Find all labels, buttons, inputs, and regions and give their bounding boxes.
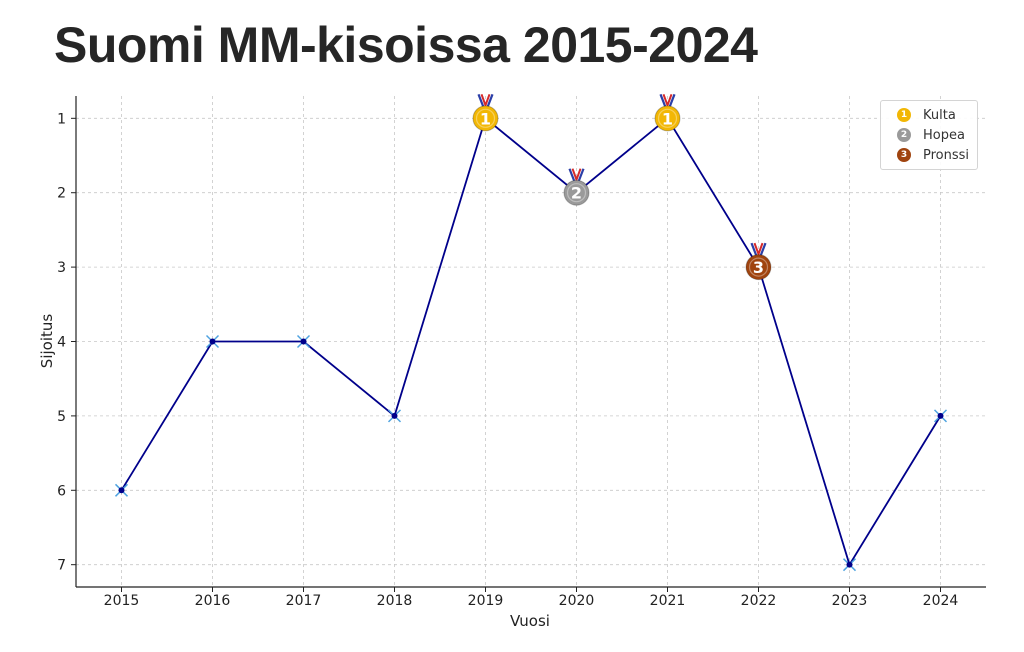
medal-number: 1 [480,109,491,128]
legend-label-gold: Kulta [923,107,956,123]
y-tick-label: 1 [57,111,66,127]
medal-ribbon-red [480,93,491,109]
x-tick-label: 2021 [650,593,686,609]
y-tick-label: 4 [57,335,66,351]
legend: 1 Kulta 2 Hopea 3 Pronssi [880,100,978,170]
legend-item-gold: 1 Kulta [897,105,956,125]
point-dot [300,338,307,345]
medal-rim [748,257,769,277]
medal-marker: 1 [654,93,681,132]
chart-title: Suomi MM-kisoissa 2015-2024 [54,17,758,73]
legend-label-silver: Hopea [923,127,965,143]
x-tick-label: 2019 [468,593,504,609]
legend-item-silver: 2 Hopea [897,125,965,145]
legend-item-bronze: 3 Pronssi [897,145,969,165]
axes [71,96,986,592]
medal-ribbon-red [662,93,673,109]
medal-disc [472,105,499,132]
data-point [387,409,402,423]
point-dot [937,412,944,419]
point-dot [391,412,398,419]
bronze-medal-icon: 3 [897,148,911,162]
gold-medal-icon: 1 [897,108,911,122]
point-dot [118,487,125,494]
medal-disc [745,254,772,281]
x-tick-label: 2015 [104,593,140,609]
x-tick-label: 2016 [195,593,231,609]
y-tick-label: 2 [57,186,66,202]
data-point [296,334,311,349]
medal-rim [657,108,678,128]
medal-number: 3 [753,258,764,277]
medal-disc [654,105,681,132]
x-tick-label: 2020 [559,593,595,609]
silver-medal-icon: 2 [897,128,911,142]
y-tick-label: 6 [57,483,66,499]
x-tick-label: 2022 [741,593,777,609]
legend-label-bronze: Pronssi [923,147,970,163]
medal-disc [563,179,590,206]
data-point [842,558,857,572]
medal-marker: 3 [745,242,772,281]
y-tick-label: 7 [57,558,66,574]
data-point [114,483,129,497]
data-points: 1 2 1 3 [114,93,948,572]
medal-marker: 2 [563,168,590,206]
y-tick-label: 5 [57,409,66,425]
x-tick-label: 2018 [377,593,413,609]
x-axis-label: Vuosi [510,612,550,630]
point-dot [846,561,853,568]
medal-number: 1 [662,109,673,128]
y-axis-label: Sijoitus [38,314,56,369]
medal-marker: 1 [472,93,499,132]
data-point [933,409,948,423]
x-tick-label: 2023 [832,593,868,609]
series-line [120,116,942,567]
series-line-path [120,116,942,567]
x-tick-label: 2017 [286,593,322,609]
x-tick-label: 2024 [923,593,959,609]
point-dot [209,338,216,345]
medal-ribbon-red [753,242,764,258]
y-tick-label: 3 [57,260,66,276]
medal-rim [566,183,587,203]
medal-number: 2 [571,184,582,203]
data-point [205,334,220,349]
medal-rim [475,108,496,128]
medal-ribbon-red [571,168,582,183]
tick-labels: 2015 2016 2017 2018 2019 2020 2021 2022 2023 2024… [57,111,958,609]
